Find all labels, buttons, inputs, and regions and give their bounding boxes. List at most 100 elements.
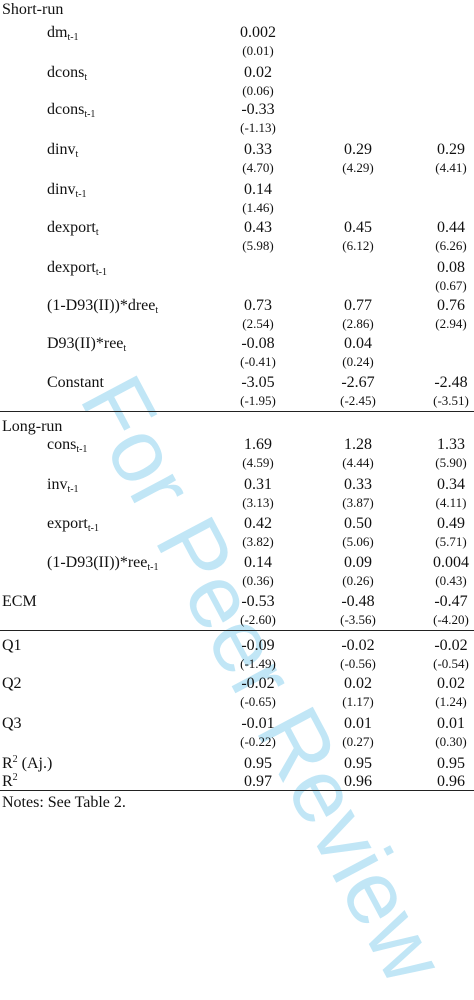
row-label: (1-D93(II))*reet-1 <box>47 555 159 573</box>
row-label-text: dexport <box>47 259 96 276</box>
row-label: dconst <box>47 65 87 83</box>
coefficient-cell: 1.28 <box>344 436 372 453</box>
section-short-run: Short-run <box>2 1 64 18</box>
row-label-text: Constant <box>47 374 104 391</box>
coefficient-cell: -2.67 <box>341 374 375 391</box>
tstat-cell: (0.67) <box>435 278 467 293</box>
coefficient-cell: -0.48 <box>341 593 375 610</box>
tstat-cell: (2.54) <box>242 316 274 331</box>
coefficient-cell: -0.02 <box>434 637 468 654</box>
row-label-subscript: t-1 <box>67 32 79 43</box>
coefficient-cell: 0.49 <box>437 515 465 532</box>
coefficient-cell: -0.09 <box>241 637 275 654</box>
row-label-text: Q1 <box>2 637 22 654</box>
tstat-cell: (-0.56) <box>340 656 376 671</box>
tstat-cell: (-2.45) <box>340 393 376 408</box>
tstat-cell: (-1.95) <box>240 393 276 408</box>
coefficient-cell: 0.95 <box>244 755 272 772</box>
table-notes: Notes: See Table 2. <box>2 794 126 811</box>
section-long-run: Long-run <box>2 418 63 435</box>
divider-quarterly <box>0 630 474 631</box>
coefficient-cell: -2.48 <box>434 374 468 391</box>
tstat-cell: (5.90) <box>435 455 467 470</box>
row-label-subscript: t <box>155 305 159 316</box>
tstat-cell: (5.06) <box>342 534 374 549</box>
row-label-text: cons <box>47 436 77 453</box>
coefficient-cell: 0.14 <box>244 554 272 571</box>
coefficient-cell: 0.96 <box>437 773 465 790</box>
row-label-subscript: t <box>95 227 99 238</box>
coefficient-cell: 0.76 <box>437 297 465 314</box>
coefficient-cell: 0.33 <box>344 476 372 493</box>
row-label: Q2 <box>2 676 22 692</box>
row-label: dexportt-1 <box>47 259 107 278</box>
row-label-text: (1-D93(II))*dree <box>47 297 156 314</box>
row-label: dmt-1 <box>47 25 79 43</box>
row-label-subscript: t-1 <box>84 109 96 120</box>
tstat-cell: (-1.49) <box>240 656 276 671</box>
tstat-cell: (0.36) <box>242 573 274 588</box>
coefficient-cell: 0.34 <box>437 476 465 493</box>
coefficient-cell: 1.69 <box>244 436 272 453</box>
row-label-text: dinv <box>47 141 76 158</box>
coefficient-cell: 0.002 <box>240 24 276 41</box>
tstat-cell: (4.44) <box>342 455 374 470</box>
coefficient-cell: 0.42 <box>244 515 272 532</box>
coefficient-cell: 0.02 <box>244 64 272 81</box>
row-label-subscript: t <box>75 149 79 160</box>
row-label: const-1 <box>47 436 87 455</box>
coefficient-cell: 0.45 <box>344 219 372 236</box>
tstat-cell: (0.26) <box>342 573 374 588</box>
tstat-cell: (5.71) <box>435 534 467 549</box>
coefficient-cell: -0.33 <box>241 101 275 118</box>
coefficient-cell: 0.08 <box>437 259 465 276</box>
row-label-text: Q3 <box>2 715 22 732</box>
tstat-cell: (-0.54) <box>433 656 469 671</box>
row-label: R2 (Aj.) <box>2 755 53 772</box>
coefficient-cell: 0.04 <box>344 335 372 352</box>
tstat-cell: (5.98) <box>242 238 274 253</box>
row-label-text: export <box>47 515 88 532</box>
coefficient-cell: 0.95 <box>344 755 372 772</box>
tstat-cell: (-3.51) <box>433 393 469 408</box>
tstat-cell: (1.17) <box>342 694 374 709</box>
row-label: dconst-1 <box>47 101 96 120</box>
divider-bottom <box>0 790 474 791</box>
row-label-text: R <box>2 773 13 790</box>
coefficient-cell: 0.31 <box>244 476 272 493</box>
tstat-cell: (-4.20) <box>433 612 469 627</box>
coefficient-cell: -3.05 <box>241 374 275 391</box>
row-label-superscript: 2 <box>12 772 18 783</box>
coefficient-cell: 0.73 <box>244 297 272 314</box>
row-label-suffix: (Aj.) <box>17 755 53 772</box>
row-label-text: D93(II)*ree <box>47 335 124 352</box>
tstat-cell: (2.86) <box>342 316 374 331</box>
row-label-text: ECM <box>2 593 37 610</box>
tstat-cell: (-0.41) <box>240 354 276 369</box>
tstat-cell: (0.27) <box>342 734 374 749</box>
coefficient-cell: 0.01 <box>344 715 372 732</box>
tstat-cell: (0.24) <box>342 354 374 369</box>
tstat-cell: (4.29) <box>342 160 374 175</box>
tstat-cell: (3.87) <box>342 495 374 510</box>
coefficient-cell: 0.02 <box>437 675 465 692</box>
row-label: Q3 <box>2 716 22 732</box>
row-label-subscript: t <box>123 343 127 354</box>
coefficient-cell: 0.97 <box>244 773 272 790</box>
tstat-cell: (2.94) <box>435 316 467 331</box>
coefficient-cell: -0.47 <box>434 593 468 610</box>
row-label-text: inv <box>47 476 68 493</box>
row-label-text: dcons <box>47 101 85 118</box>
tstat-cell: (4.70) <box>242 160 274 175</box>
tstat-cell: (0.01) <box>242 43 274 58</box>
row-label-text: R <box>2 755 13 772</box>
coefficient-cell: -0.02 <box>241 675 275 692</box>
row-label: dinvt-1 <box>47 182 87 200</box>
divider-long-run <box>0 411 474 412</box>
tstat-cell: (-3.56) <box>340 612 376 627</box>
tstat-cell: (-1.13) <box>240 120 276 135</box>
tstat-cell: (-0.22) <box>240 734 276 749</box>
row-label-subscript: t-1 <box>67 484 79 495</box>
row-label: R2 <box>2 772 18 790</box>
tstat-cell: (4.41) <box>435 160 467 175</box>
